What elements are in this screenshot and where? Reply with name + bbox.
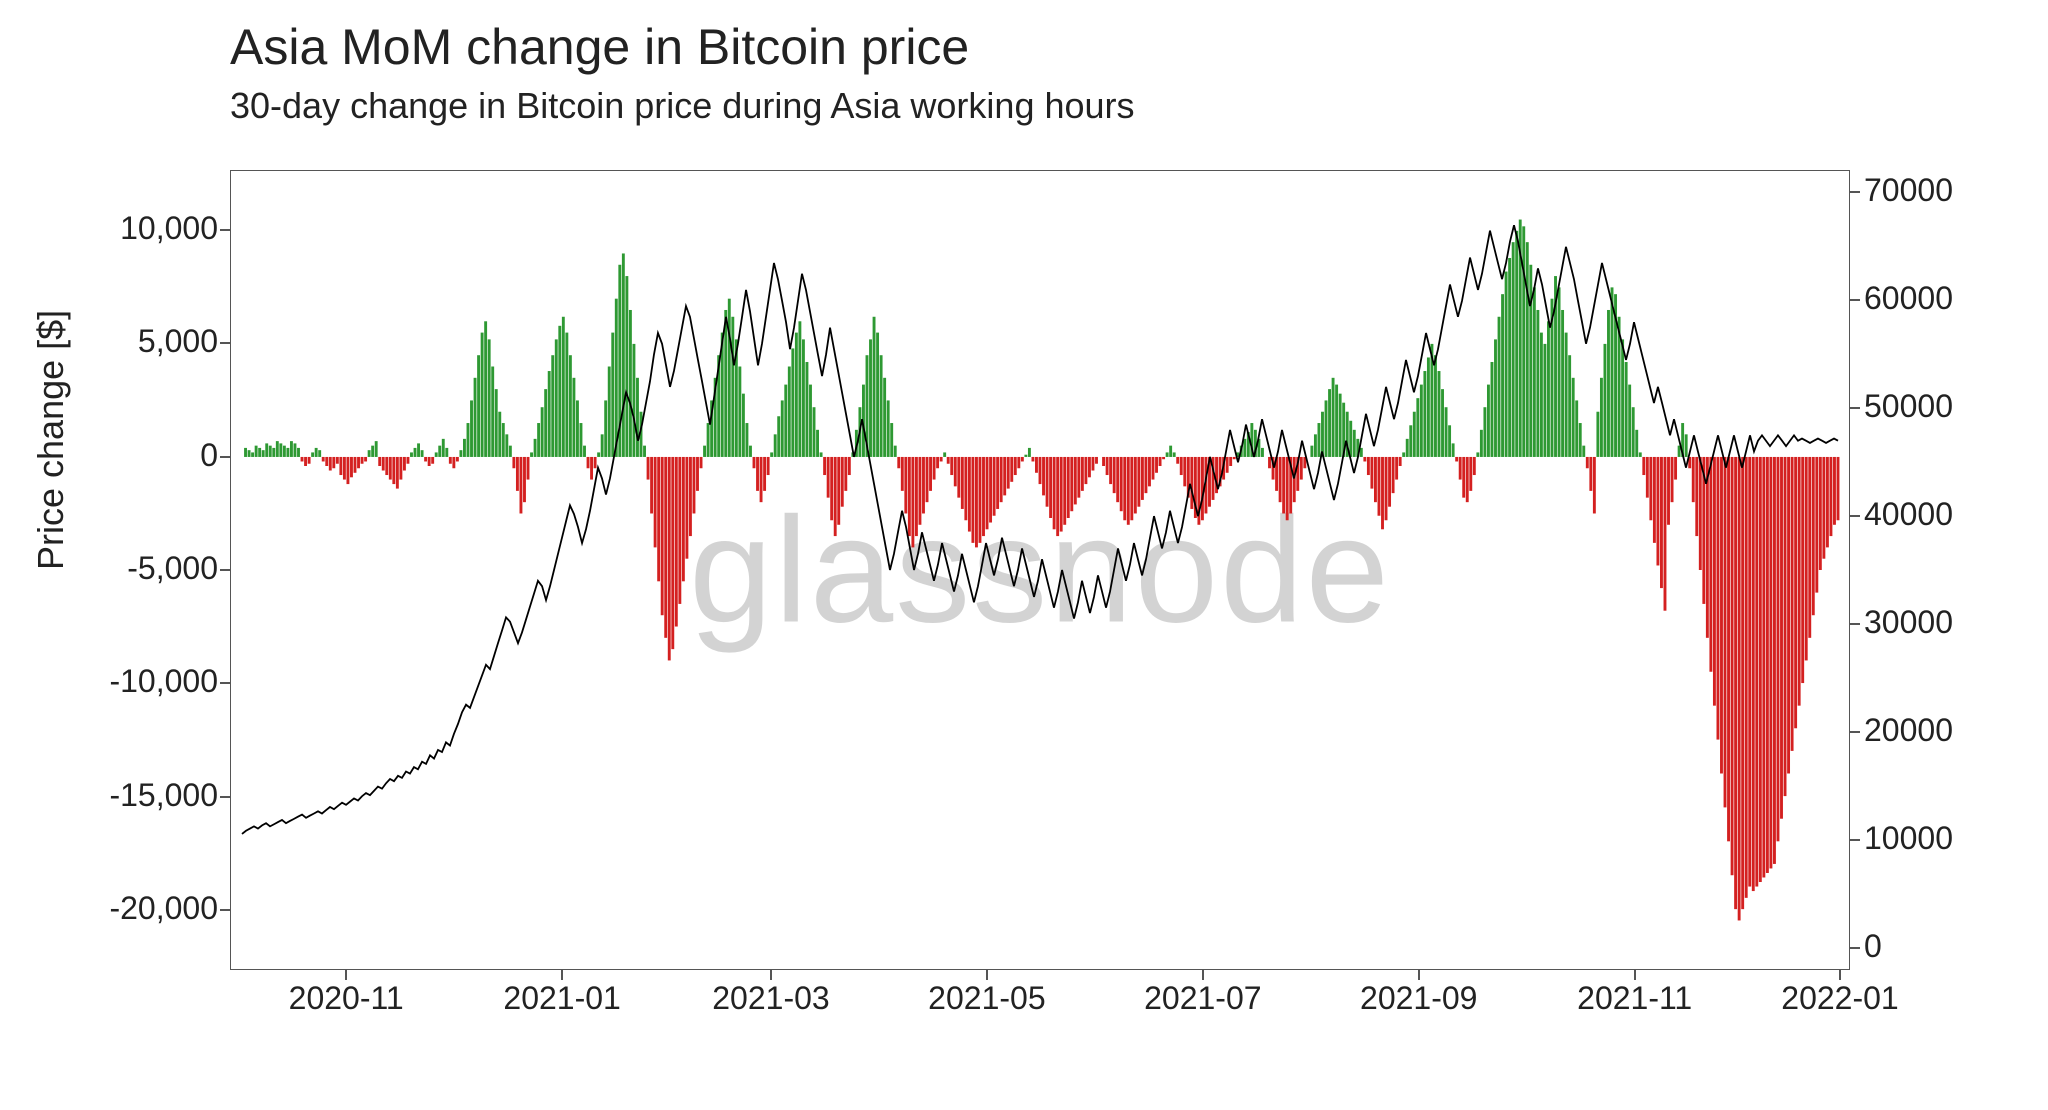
y-right-tick-mark xyxy=(1850,515,1860,517)
y-left-tick-label: -20,000 xyxy=(68,890,218,927)
x-tick-mark xyxy=(345,970,347,980)
price-line xyxy=(242,225,1838,834)
x-tick-mark xyxy=(1839,970,1841,980)
y-right-tick-mark xyxy=(1850,947,1860,949)
chart-container: Asia MoM change in Bitcoin price 30-day … xyxy=(0,0,2048,1110)
y-left-axis-title: Price change [$] xyxy=(30,310,72,570)
plot-area: glassnode xyxy=(230,170,1850,970)
y-right-tick-label: 50000 xyxy=(1864,388,2014,425)
x-tick-label: 2021-05 xyxy=(907,980,1067,1017)
x-tick-mark xyxy=(1418,970,1420,980)
y-right-tick-mark xyxy=(1850,407,1860,409)
y-left-tick-mark xyxy=(220,342,230,344)
chart-subtitle: 30-day change in Bitcoin price during As… xyxy=(230,85,1135,127)
y-left-tick-label: 0 xyxy=(68,437,218,474)
x-tick-label: 2021-03 xyxy=(691,980,851,1017)
line-layer xyxy=(231,171,1849,969)
x-tick-label: 2021-09 xyxy=(1339,980,1499,1017)
y-left-tick-mark xyxy=(220,569,230,571)
y-right-tick-label: 10000 xyxy=(1864,820,2014,857)
y-right-tick-label: 0 xyxy=(1864,928,2014,965)
y-right-tick-label: 30000 xyxy=(1864,604,2014,641)
x-tick-label: 2022-01 xyxy=(1760,980,1920,1017)
y-left-tick-mark xyxy=(220,456,230,458)
y-left-tick-label: 10,000 xyxy=(68,210,218,247)
y-left-tick-label: -15,000 xyxy=(68,777,218,814)
chart-title: Asia MoM change in Bitcoin price xyxy=(230,18,969,76)
y-right-tick-mark xyxy=(1850,839,1860,841)
x-tick-label: 2021-07 xyxy=(1123,980,1283,1017)
y-left-tick-mark xyxy=(220,682,230,684)
x-tick-mark xyxy=(1202,970,1204,980)
y-left-tick-label: -10,000 xyxy=(68,663,218,700)
x-tick-mark xyxy=(770,970,772,980)
y-right-tick-label: 40000 xyxy=(1864,496,2014,533)
y-right-tick-mark xyxy=(1850,299,1860,301)
y-left-tick-mark xyxy=(220,909,230,911)
y-right-tick-mark xyxy=(1850,623,1860,625)
x-tick-label: 2021-11 xyxy=(1555,980,1715,1017)
y-left-tick-mark xyxy=(220,796,230,798)
x-tick-mark xyxy=(561,970,563,980)
y-left-tick-label: -5,000 xyxy=(68,550,218,587)
x-tick-mark xyxy=(986,970,988,980)
y-right-tick-label: 60000 xyxy=(1864,280,2014,317)
x-tick-label: 2020-11 xyxy=(266,980,426,1017)
y-right-tick-label: 70000 xyxy=(1864,172,2014,209)
y-left-tick-label: 5,000 xyxy=(68,323,218,360)
x-tick-label: 2021-01 xyxy=(482,980,642,1017)
y-left-tick-mark xyxy=(220,229,230,231)
y-right-tick-label: 20000 xyxy=(1864,712,2014,749)
y-right-tick-mark xyxy=(1850,191,1860,193)
x-tick-mark xyxy=(1634,970,1636,980)
y-right-tick-mark xyxy=(1850,731,1860,733)
